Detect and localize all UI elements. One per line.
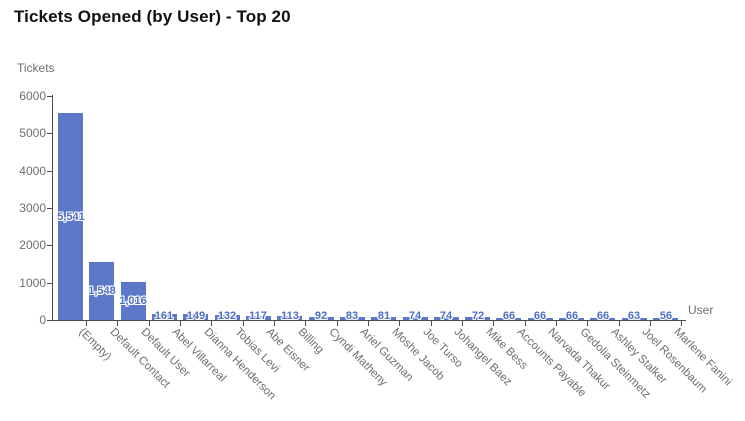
y-axis-title: Tickets: [17, 61, 55, 75]
y-tick-label: 0: [39, 313, 46, 327]
bar-mike-bess[interactable]: [465, 317, 490, 320]
chart-title: Tickets Opened (by User) - Top 20: [14, 7, 291, 26]
x-axis-tick: [86, 321, 87, 326]
bar-marlene-fanini[interactable]: [653, 318, 678, 320]
x-axis-tick: [243, 321, 244, 326]
x-axis-tick: [587, 321, 588, 326]
y-tick-label: 1000: [19, 276, 46, 290]
x-axis-tick: [274, 321, 275, 326]
bar-billing[interactable]: [277, 316, 302, 320]
bar-value-label: 92: [314, 310, 328, 322]
y-axis-tick: [47, 320, 52, 321]
x-axis-tick: [149, 321, 150, 326]
x-axis-tick: [462, 321, 463, 326]
bar-value-label: 161: [154, 310, 174, 322]
x-axis-tick: [399, 321, 400, 326]
bar-empty[interactable]: [58, 113, 83, 320]
x-axis-tick: [180, 321, 181, 326]
bar-value-label: 56: [659, 310, 673, 322]
bar-cyndi-matheny[interactable]: [309, 317, 334, 320]
y-axis-tick: [47, 208, 52, 209]
bar-abe-eisner[interactable]: [246, 316, 271, 320]
bar-abel-villarreal[interactable]: [152, 314, 177, 320]
bar-value-label: 1,548: [88, 285, 116, 297]
x-axis-tick: [650, 321, 651, 326]
bar-ashley-stalker[interactable]: [590, 318, 615, 320]
bar-value-label: 1,016: [119, 295, 147, 307]
x-axis-tick: [493, 321, 494, 326]
x-axis-tick: [117, 321, 118, 326]
bar-tobias-levi[interactable]: [215, 315, 240, 320]
x-axis-tick: [525, 321, 526, 326]
bar-moshe-jacob[interactable]: [371, 317, 396, 320]
bar-value-label: 113: [281, 310, 299, 322]
x-axis-tick: [305, 321, 306, 326]
bar-gedolia-steinmetz[interactable]: [559, 318, 584, 320]
x-axis-tick: [337, 321, 338, 326]
bar-value-label: 66: [533, 310, 547, 322]
y-tick-label: 3000: [19, 201, 46, 215]
x-axis-title: User: [688, 303, 714, 317]
x-category-label: Billing: [295, 326, 326, 357]
y-axis-tick: [47, 245, 52, 246]
bar-ariel-guzman[interactable]: [340, 317, 365, 320]
bar-dianna-henderson[interactable]: [183, 314, 208, 320]
bar-narvada-thakur[interactable]: [528, 318, 553, 320]
x-category-label: (Empty): [76, 326, 114, 363]
y-tick-label: 6000: [19, 89, 46, 103]
y-tick-label: 4000: [19, 164, 46, 178]
bar-accounts-payable[interactable]: [496, 318, 521, 320]
y-tick-label: 5000: [19, 126, 46, 140]
bar-value-label: 74: [439, 310, 453, 322]
bar-value-label: 149: [186, 310, 206, 322]
x-category-label: Ashley Stalker: [608, 326, 669, 387]
bar-value-label: 83: [345, 310, 359, 322]
y-axis-line: [52, 95, 53, 321]
y-axis-tick: [47, 283, 52, 284]
y-axis-tick: [47, 133, 52, 134]
bar-value-label: 66: [565, 310, 579, 322]
bar-value-label: 5,541: [57, 211, 85, 223]
bar-value-label: 66: [596, 310, 610, 322]
x-axis-tick: [556, 321, 557, 326]
bar-value-label: 63: [627, 310, 641, 322]
bar-default-user[interactable]: [121, 282, 146, 320]
bar-value-label: 132: [217, 310, 237, 322]
bar-johangel-baez[interactable]: [434, 317, 459, 320]
y-axis-tick: [47, 96, 52, 97]
y-axis-tick: [47, 171, 52, 172]
x-axis-tick: [431, 321, 432, 326]
bar-value-label: 81: [377, 310, 391, 322]
bar-joel-rosenbaum[interactable]: [622, 318, 647, 320]
bar-joe-turso[interactable]: [403, 317, 428, 320]
x-axis-line: [52, 320, 686, 321]
y-tick-label: 2000: [19, 238, 46, 252]
bar-value-label: 117: [249, 310, 267, 322]
x-axis-tick: [211, 321, 212, 326]
x-category-label: Marlene Fanini: [671, 326, 734, 389]
x-axis-tick: [619, 321, 620, 326]
bar-value-label: 74: [408, 310, 422, 322]
bar-default-contact[interactable]: [89, 262, 114, 320]
bar-value-label: 66: [502, 310, 516, 322]
x-axis-tick: [368, 321, 369, 326]
x-axis-tick: [681, 321, 682, 326]
bar-value-label: 72: [471, 310, 485, 322]
